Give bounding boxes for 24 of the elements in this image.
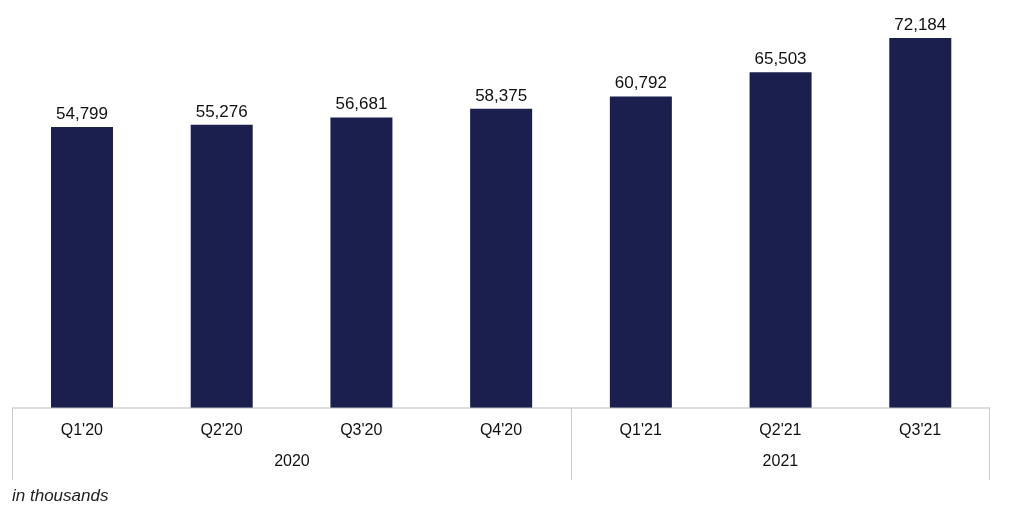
data-label: 65,503 [754,49,807,69]
data-label: 56,681 [335,94,388,114]
data-label: 55,276 [195,101,248,121]
bar [330,117,393,408]
x-tick-label: Q4'20 [479,421,523,439]
x-tick-label: Q2'21 [759,421,802,439]
x-tick-label: Q3'21 [899,421,942,439]
x-tick-label: Q1'21 [619,421,662,439]
x-tick-label: Q3'20 [340,421,383,439]
data-label: 54,799 [56,104,108,124]
bar [190,124,253,408]
bar [609,96,672,408]
text: in thousands [12,486,109,505]
x-tick-label: Q2'20 [200,421,243,439]
bar [749,72,812,408]
bar [889,38,952,408]
data-label: 58,375 [475,85,528,105]
text: 2021 [761,452,800,470]
x-tick-label: Q1'20 [60,421,104,439]
data-label: 72,184 [894,15,947,34]
text: 2020 [273,452,311,470]
bar [470,108,533,408]
bar [51,127,113,408]
data-label: 60,792 [614,73,667,93]
